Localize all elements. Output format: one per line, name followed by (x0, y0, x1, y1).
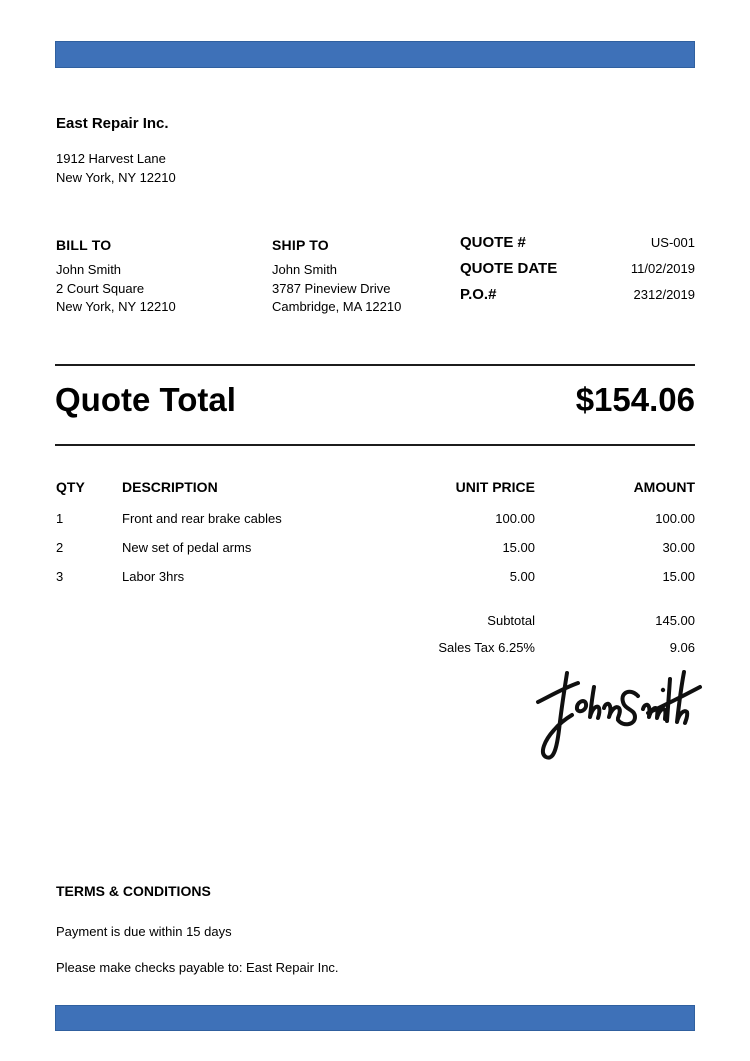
item-unit-price: 5.00 (509, 569, 535, 584)
header-accent-bar (55, 41, 695, 68)
company-address: 1912 Harvest Lane New York, NY 12210 (56, 149, 176, 187)
quote-number-value: US-001 (650, 235, 695, 250)
signature-drawing (536, 670, 702, 760)
subtotal-label: Subtotal (487, 613, 535, 628)
ship-to-address: John Smith 3787 Pineview Drive Cambridge… (272, 261, 401, 317)
bill-to-heading: BILL TO (56, 237, 112, 253)
item-qty: 3 (56, 569, 64, 584)
quote-meta: QUOTE # US-001 QUOTE DATE 11/02/2019 P.O… (460, 234, 695, 312)
item-amount: 15.00 (662, 569, 695, 584)
subtotal-value: 145.00 (655, 613, 695, 628)
description-column-header: DESCRIPTION (122, 479, 218, 495)
bill-to-line: John Smith (56, 262, 122, 277)
ship-to-line: Cambridge, MA 12210 (272, 299, 402, 315)
qty-column-header: QTY (56, 479, 85, 495)
quote-number-label: QUOTE # (460, 234, 526, 251)
bill-to-address: John Smith 2 Court Square New York, NY 1… (56, 261, 176, 317)
divider-line (55, 444, 695, 446)
quote-date-row: QUOTE DATE 11/02/2019 (460, 260, 695, 286)
divider-line (55, 364, 695, 366)
item-amount: 30.00 (662, 540, 695, 555)
ship-to-line: John Smith (272, 262, 338, 277)
item-description: Front and rear brake cables (122, 511, 282, 526)
bill-to-line: New York, NY 12210 (56, 299, 176, 315)
terms-line: Payment is due within 15 days (56, 924, 232, 939)
sales-tax-value: 9.06 (669, 640, 695, 655)
footer-accent-bar (55, 1005, 695, 1031)
po-number-row: P.O.# 2312/2019 (460, 286, 695, 312)
signature (528, 664, 706, 766)
table-row: 3 Labor 3hrs 5.00 15.00 (56, 569, 695, 587)
company-address-line: 1912 Harvest Lane (56, 151, 166, 166)
quote-total-label: Quote Total (55, 381, 236, 418)
table-row: 1 Front and rear brake cables 100.00 100… (56, 511, 695, 529)
item-description: New set of pedal arms (122, 540, 252, 555)
sales-tax-row: Sales Tax 6.25% 9.06 (56, 640, 695, 658)
unit-price-column-header: UNIT PRICE (455, 479, 535, 495)
item-unit-price: 15.00 (502, 540, 535, 555)
company-address-line: New York, NY 12210 (56, 170, 176, 185)
company-name: East Repair Inc. (56, 115, 169, 132)
ship-to-line: 3787 Pineview Drive (272, 280, 391, 296)
item-qty: 2 (56, 540, 64, 555)
terms-heading: TERMS & CONDITIONS (56, 883, 211, 899)
bill-to-line: 2 Court Square (56, 280, 145, 296)
item-qty: 1 (56, 511, 64, 526)
po-number-value: 2312/2019 (633, 287, 695, 302)
amount-column-header: AMOUNT (633, 479, 695, 495)
item-amount: 100.00 (655, 511, 695, 526)
items-table-header: QTY DESCRIPTION UNIT PRICE AMOUNT (56, 479, 695, 497)
subtotal-row: Subtotal 145.00 (56, 613, 695, 631)
quote-date-value: 11/02/2019 (630, 261, 695, 276)
po-number-label: P.O.# (460, 286, 497, 303)
quote-date-label: QUOTE DATE (460, 260, 558, 277)
terms-line: Please make checks payable to: East Repa… (56, 960, 339, 975)
item-description: Labor 3hrs (122, 569, 185, 584)
sales-tax-label: Sales Tax 6.25% (438, 640, 535, 655)
ship-to-heading: SHIP TO (272, 237, 329, 253)
quote-total-amount: $154.06 (575, 381, 695, 418)
table-row: 2 New set of pedal arms 15.00 30.00 (56, 540, 695, 558)
quote-number-row: QUOTE # US-001 (460, 234, 695, 260)
item-unit-price: 100.00 (495, 511, 535, 526)
quote-total-banner: Quote Total $154.06 (55, 381, 695, 419)
